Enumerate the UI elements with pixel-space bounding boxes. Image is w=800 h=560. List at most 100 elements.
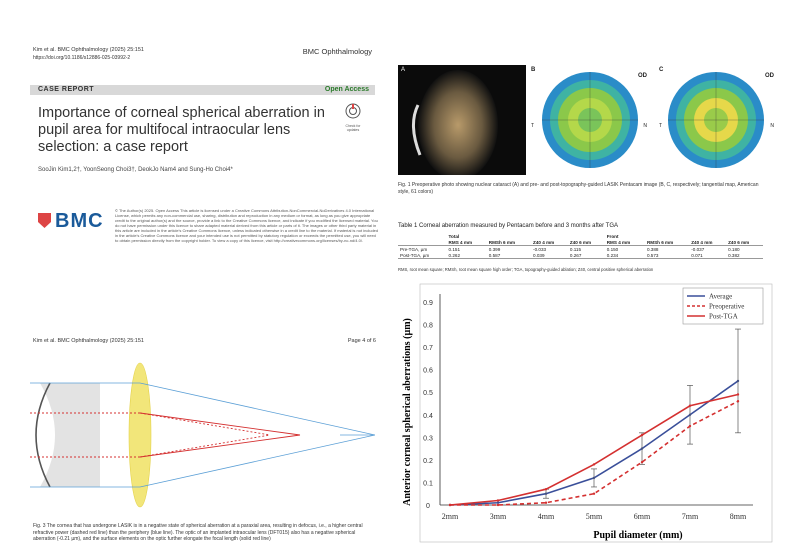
col-header: Z40 4 mm: [691, 239, 713, 245]
table-row: Pre-TGA, µm 0.151 0.399 -0.033 0.115 0.1…: [398, 246, 763, 253]
panel-b-t: T: [531, 123, 535, 129]
data-point: [688, 404, 692, 407]
article-page-4: Kim et al. BMC Ophthalmology (2025) 25:1…: [30, 330, 380, 555]
y-tick-label: 0.7: [423, 345, 433, 352]
y-tick-label: 0.5: [423, 390, 433, 397]
table-1: Total Front RMS 4 mm RMSh 6 mm Z40 4 mm …: [398, 233, 763, 259]
table-cell: 0.382: [728, 252, 740, 258]
panel-b-label: B: [531, 67, 536, 73]
central-ray-solid-top: [139, 412, 301, 436]
badge-label: Check for updates: [345, 124, 361, 132]
data-point: [448, 503, 452, 507]
y-tick-label: 0.3: [423, 435, 433, 442]
table-cell: -0.033: [533, 246, 547, 252]
data-point: [544, 501, 548, 504]
x-tick-label: 2mm: [442, 512, 459, 521]
y-tick-label: 0.6: [423, 368, 433, 375]
col-header: RMS 4 mm: [448, 239, 473, 245]
data-point: [544, 488, 548, 491]
table-header-row: RMS 4 mm RMSh 6 mm Z40 4 mm Z40 6 mm RMS…: [398, 239, 763, 246]
figure-3-diagram: [30, 355, 375, 510]
cornea-shade: [40, 383, 100, 487]
y-tick-label: 0: [426, 503, 430, 510]
data-point: [592, 492, 596, 495]
table-cell: 0.587: [488, 252, 501, 258]
x-axis-label: Pupil diameter (mm): [593, 530, 682, 541]
table-1-title: Table 1 Corneal aberration measured by P…: [398, 223, 619, 229]
table-group-header-row: Total Front: [398, 233, 763, 239]
data-point: [640, 433, 644, 437]
legend-label: Average: [709, 293, 732, 301]
intraocular-lens: [128, 362, 152, 508]
table-cell: 0.573: [646, 252, 659, 258]
data-point: [496, 503, 500, 507]
table-cell: 0.399: [488, 246, 501, 252]
article-figure-page: A B OD T N C: [398, 55, 778, 555]
central-ray-dashed-top: [139, 412, 271, 436]
y-tick-label: 0.8: [423, 323, 433, 330]
x-tick-label: 7mm: [682, 512, 699, 521]
check-updates-icon: [345, 103, 361, 119]
panel-b-n: N: [643, 123, 647, 129]
col-header: RMS 4 mm: [606, 239, 631, 245]
article-first-page: Kim et al. BMC Ophthalmology (2025) 25:1…: [30, 45, 380, 295]
bmc-logo-icon: [38, 213, 51, 228]
table-cell: 0.150: [606, 246, 619, 252]
table-cell: Post-TGA, µm: [400, 252, 430, 258]
table-cell: -0.037: [691, 246, 705, 252]
panel-c-label: C: [659, 67, 664, 73]
y-tick-label: 0.1: [423, 480, 433, 487]
x-tick-label: 8mm: [730, 512, 747, 521]
open-access-label: Open Access: [324, 86, 369, 93]
article-title: Importance of corneal spherical aberrati…: [38, 105, 325, 155]
group-front: Front: [606, 233, 619, 239]
cornea-curve: [35, 382, 51, 488]
y-tick-label: 0.4: [423, 413, 433, 420]
table-cell: 0.388: [646, 246, 659, 252]
panel-c-t: T: [659, 123, 663, 129]
panel-a-cataract-photo: A: [398, 65, 526, 180]
table-cell: 0.234: [606, 252, 619, 258]
x-tick-label: 4mm: [538, 512, 555, 521]
x-tick-label: 3mm: [490, 512, 507, 521]
legend-label: Preoperative: [709, 303, 744, 311]
data-point: [496, 499, 500, 502]
data-point: [592, 463, 596, 466]
legend-box: [682, 287, 764, 325]
chart-frame: [419, 283, 773, 543]
bmc-logo: BMC: [38, 210, 104, 233]
check-for-updates-badge[interactable]: Check for updates: [342, 103, 364, 132]
col-header: Z40 6 mm: [569, 239, 592, 245]
central-ray-dashed-bottom: [139, 434, 271, 458]
panel-c-od: OD: [765, 73, 774, 79]
y-tick-label: 0.2: [423, 458, 433, 465]
panel-a-label: A: [401, 67, 406, 73]
legend-label: Post-TGA: [709, 313, 738, 321]
table-cell: 0.267: [569, 252, 582, 258]
figure-3-caption: Fig. 3 The cornea that has undergone LAS…: [33, 523, 363, 542]
x-tick-label: 6mm: [634, 512, 651, 521]
article-type: CASE REPORT: [38, 86, 95, 93]
data-point: [736, 393, 740, 396]
nuclear-cataract: [418, 70, 498, 180]
peripheral-ray-bottom: [139, 434, 375, 488]
author-list: SooJin Kim1,2†, YoonSeong Choi3†, DeokJo…: [38, 167, 233, 173]
data-point: [496, 501, 500, 504]
article-type-banner: CASE REPORT Open Access: [30, 85, 375, 95]
panel-b-od: OD: [638, 73, 647, 79]
table-cell: 0.262: [448, 252, 461, 258]
x-tick-label: 5mm: [586, 512, 603, 521]
journal-name: BMC Ophthalmology: [302, 47, 372, 56]
table-1-footnote: RMS, root mean square; RMSh, root mean s…: [398, 267, 654, 272]
table-cell: 0.115: [569, 246, 582, 252]
y-tick-label: 0.9: [423, 300, 433, 307]
doi-link[interactable]: https://doi.org/10.1186/s12886-025-03992…: [33, 55, 131, 61]
table-cell: 0.071: [691, 252, 703, 258]
col-header: Z40 4 mm: [533, 239, 555, 245]
y-axis-label: Anterior corneal spherical aberrations (…: [402, 318, 413, 506]
spherical-aberration-chart: 0 0.1 0.2 0.3 0.4 0.5 0.6 0.7 0.8 0.9 2mm 3mm 4mm 5mm…: [398, 280, 778, 555]
col-header: RMSh 6 mm: [646, 239, 674, 245]
table-cell: 0.180: [728, 246, 740, 252]
group-total: Total: [448, 233, 460, 239]
table-cell: 0.039: [533, 252, 545, 258]
